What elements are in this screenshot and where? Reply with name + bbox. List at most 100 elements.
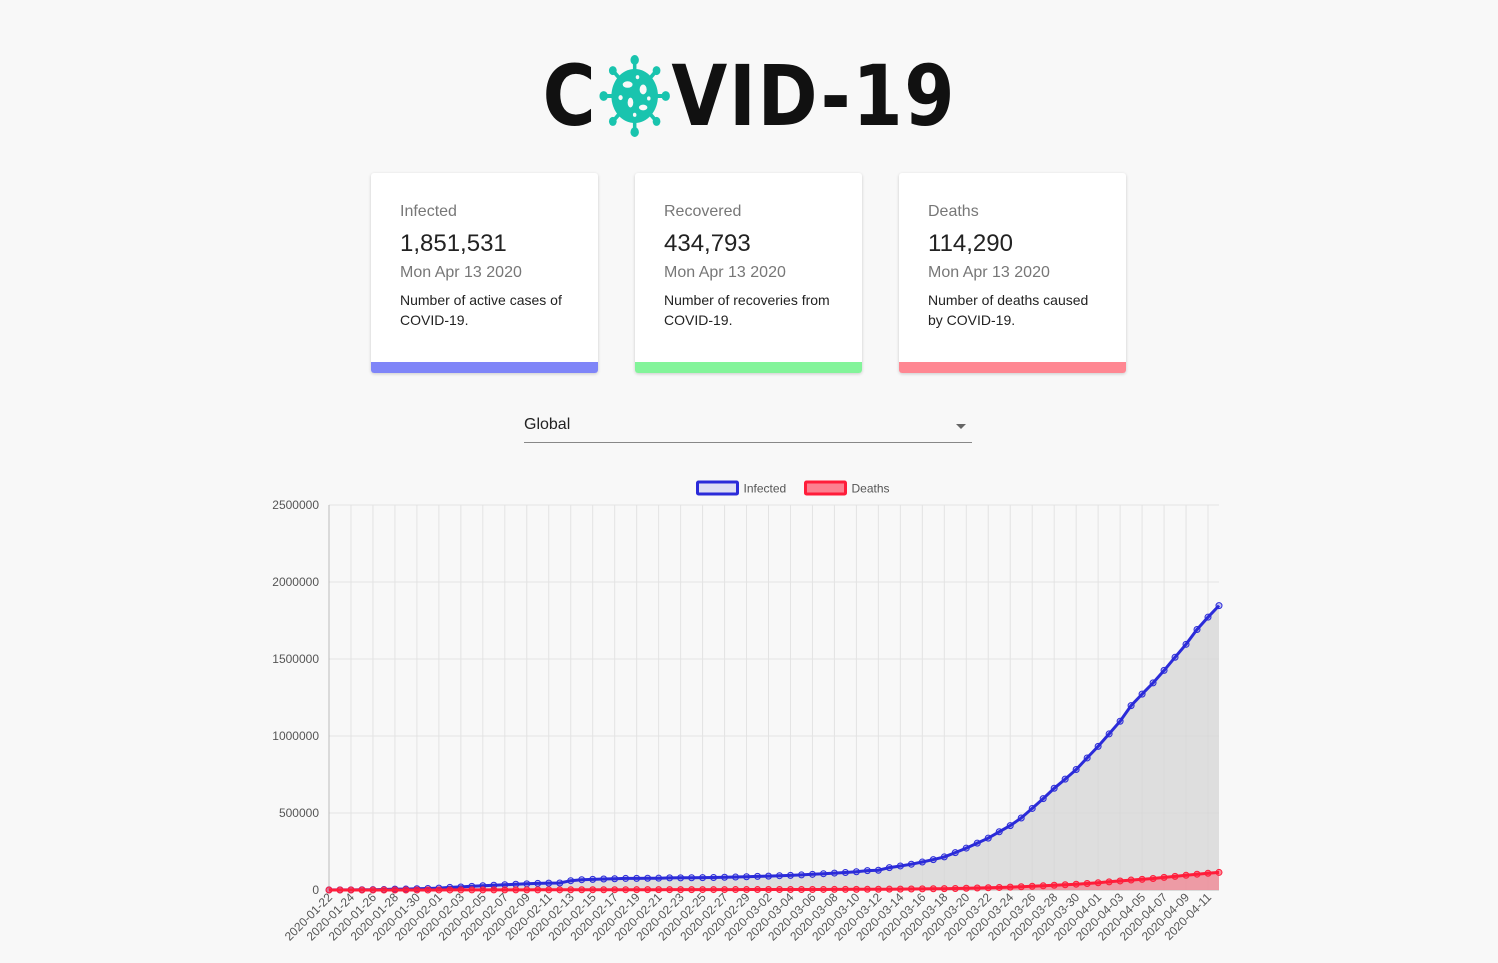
data-point — [797, 871, 805, 879]
data-point — [1116, 717, 1124, 725]
data-point — [808, 870, 816, 878]
data-point — [918, 858, 926, 866]
card-date: Mon Apr 13 2020 — [664, 264, 786, 281]
data-point — [1193, 625, 1201, 633]
data-point — [973, 839, 981, 847]
data-point — [765, 872, 773, 880]
data-point — [775, 886, 783, 894]
data-point — [929, 885, 937, 893]
country-select[interactable]: Global — [524, 414, 972, 443]
data-point — [786, 885, 794, 893]
data-point — [962, 844, 970, 852]
data-point — [600, 886, 608, 894]
data-point — [863, 885, 871, 893]
data-point — [413, 886, 421, 894]
data-point — [1160, 666, 1168, 674]
data-point — [534, 886, 542, 894]
data-point — [743, 873, 751, 881]
data-point — [424, 886, 432, 894]
card-title: Deaths — [928, 203, 979, 220]
series-line — [329, 870, 1220, 892]
data-point — [1182, 871, 1190, 879]
data-point — [765, 886, 773, 894]
series-line — [329, 604, 1221, 892]
data-point — [1138, 690, 1146, 698]
series-area — [329, 605, 1219, 890]
data-point — [907, 860, 915, 868]
data-point — [918, 885, 926, 893]
data-point — [874, 866, 882, 874]
data-point — [775, 872, 783, 880]
data-point — [468, 886, 476, 894]
data-point — [1028, 804, 1036, 812]
data-point — [644, 874, 652, 882]
data-point — [929, 856, 937, 864]
data-point — [446, 886, 454, 894]
logo-title: C — [542, 54, 956, 138]
data-point — [1072, 766, 1080, 774]
data-point — [589, 875, 597, 883]
card-color-bar — [371, 362, 598, 373]
data-point — [347, 886, 355, 894]
data-point — [512, 886, 520, 894]
data-point — [863, 867, 871, 875]
legend-swatch — [804, 480, 847, 496]
data-point — [369, 886, 377, 894]
data-point — [1204, 869, 1212, 877]
data-point — [1105, 878, 1113, 886]
series-area — [329, 872, 1219, 890]
data-point — [1094, 742, 1102, 750]
data-point — [688, 886, 696, 894]
data-point — [567, 877, 575, 885]
data-point — [1039, 795, 1047, 803]
data-point — [545, 886, 553, 894]
data-point — [995, 828, 1003, 836]
data-point — [1061, 881, 1069, 889]
data-point — [1182, 640, 1190, 648]
legend-item-infected: Infected — [696, 480, 787, 496]
data-point — [754, 872, 762, 880]
data-point — [523, 880, 531, 888]
data-point — [940, 885, 948, 893]
recovered-card: Recovered 434,793 Mon Apr 13 2020 Number… — [635, 173, 862, 373]
data-point — [1061, 775, 1069, 783]
data-point — [1105, 730, 1113, 738]
data-point — [852, 885, 860, 893]
legend-label: Infected — [744, 482, 787, 496]
data-point — [677, 886, 685, 894]
data-point — [754, 886, 762, 894]
data-point — [885, 864, 893, 872]
card-date: Mon Apr 13 2020 — [400, 264, 522, 281]
data-point — [797, 885, 805, 893]
card-date: Mon Apr 13 2020 — [928, 264, 1050, 281]
legend-label: Deaths — [852, 482, 890, 496]
data-point — [841, 885, 849, 893]
data-point — [578, 886, 586, 894]
data-point — [819, 870, 827, 878]
series-deaths — [325, 868, 1223, 894]
data-point — [402, 886, 410, 894]
data-point — [666, 886, 674, 894]
data-point — [1204, 613, 1212, 621]
data-point — [841, 869, 849, 877]
data-point — [1215, 602, 1223, 610]
chart-legend: Infected Deaths — [696, 480, 890, 496]
data-point — [984, 884, 992, 892]
legend-item-deaths: Deaths — [804, 480, 890, 496]
data-point — [786, 871, 794, 879]
data-point — [721, 886, 729, 894]
data-point — [1094, 879, 1102, 887]
card-description: Number of active cases of COVID-19. — [400, 292, 562, 328]
data-point — [501, 886, 509, 894]
data-point — [1193, 870, 1201, 878]
y-tick-label: 500000 — [279, 806, 319, 820]
data-point — [984, 834, 992, 842]
data-point — [677, 874, 685, 882]
data-point — [1039, 882, 1047, 890]
data-point — [1006, 822, 1014, 830]
data-point — [699, 874, 707, 882]
data-point — [973, 884, 981, 892]
data-point — [962, 884, 970, 892]
data-point — [611, 886, 619, 894]
data-point — [1138, 875, 1146, 883]
